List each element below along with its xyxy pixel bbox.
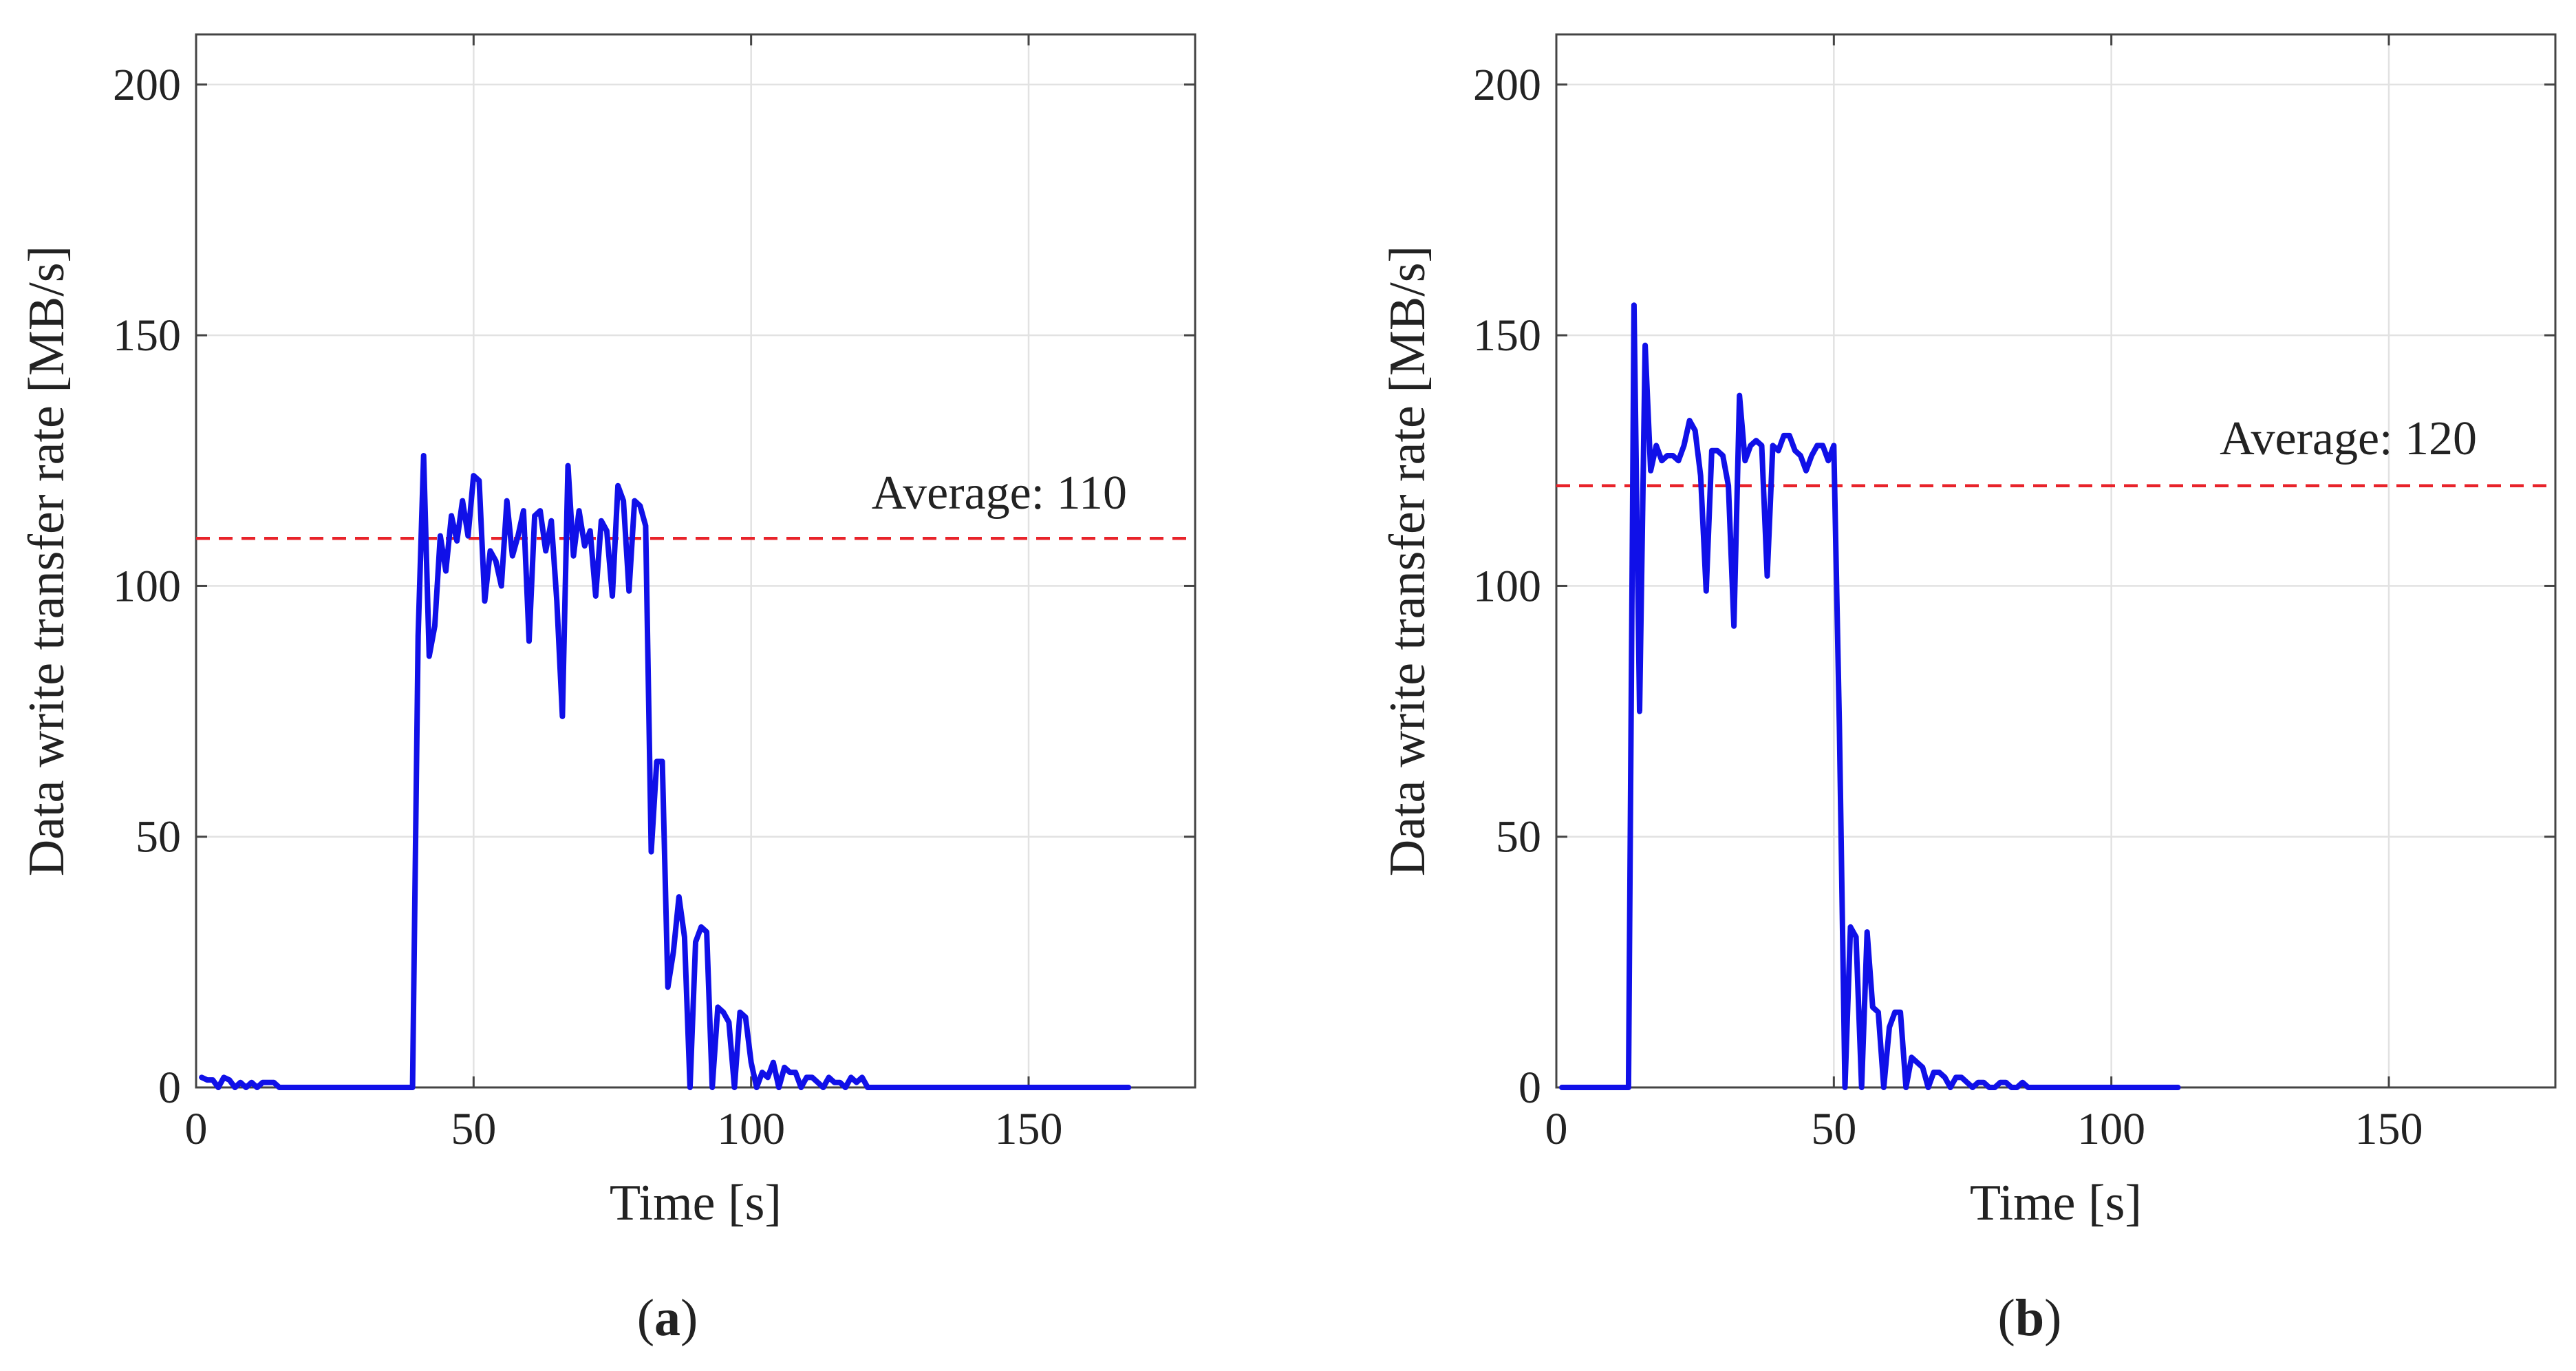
y-tick-label: 200 — [113, 60, 181, 110]
plot-frame — [195, 33, 1196, 1089]
x-tick-label: 50 — [451, 1104, 496, 1154]
y-tick-label: 0 — [1518, 1063, 1541, 1113]
tick-marks — [195, 34, 1195, 1089]
x-tick-label: 0 — [1545, 1104, 1568, 1154]
x-tick-label: 100 — [717, 1104, 785, 1154]
data-series-line — [199, 453, 1132, 1090]
x-tick-labels: 0 50 100 150 — [185, 1104, 1063, 1154]
y-tick-label: 100 — [1473, 561, 1541, 611]
x-tick-label: 50 — [1811, 1104, 1856, 1154]
y-tick-label: 0 — [158, 1063, 181, 1113]
y-axis-label: Data write transfer rate [MB/s] — [19, 246, 75, 876]
x-axis-label: Time [s] — [610, 1175, 782, 1231]
y-tick-labels: 0 50 100 150 200 — [1473, 60, 1541, 1113]
tick-marks — [1555, 34, 2555, 1089]
data-series-line — [1559, 302, 2181, 1090]
average-label: Average: 110 — [872, 467, 1127, 520]
y-tick-labels: 0 50 100 150 200 — [113, 60, 181, 1113]
y-tick-label: 50 — [1496, 812, 1541, 862]
y-tick-label: 200 — [1473, 60, 1541, 110]
x-tick-label: 150 — [2355, 1104, 2423, 1154]
y-tick-label: 50 — [136, 812, 181, 862]
y-tick-label: 150 — [113, 310, 181, 361]
x-tick-label: 0 — [185, 1104, 208, 1154]
average-label: Average: 120 — [2220, 412, 2477, 465]
chart-panel-b: 0 50 100 150 200 0 50 100 150 Average: 1… — [1380, 33, 2557, 1347]
x-tick-label: 100 — [2077, 1104, 2145, 1154]
panel-label-a: (a) — [637, 1289, 698, 1347]
y-axis-label: Data write transfer rate [MB/s] — [1380, 246, 1436, 876]
x-tick-labels: 0 50 100 150 — [1545, 1104, 2423, 1154]
panel-label-b: (b) — [1998, 1289, 2062, 1347]
x-axis-label: Time [s] — [1970, 1175, 2142, 1231]
chart-panel-a: 0 50 100 150 200 0 50 100 150 Average: 1… — [19, 33, 1196, 1347]
y-tick-label: 150 — [1473, 310, 1541, 361]
grid-lines — [196, 34, 1195, 1087]
y-tick-label: 100 — [113, 561, 181, 611]
x-tick-label: 150 — [995, 1104, 1063, 1154]
